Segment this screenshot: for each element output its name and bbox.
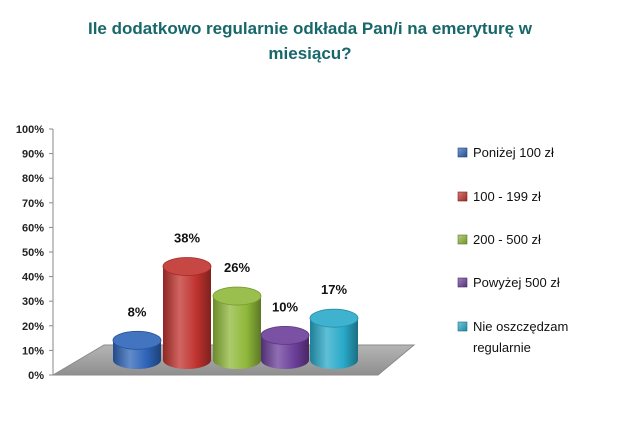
legend-label: 200 - 500 zł [473, 232, 541, 247]
legend-marker [457, 147, 468, 158]
y-tick-label: 60% [22, 222, 44, 234]
y-tick-label: 0% [28, 370, 44, 382]
data-label: 10% [272, 299, 298, 314]
y-tick-label: 30% [22, 296, 44, 308]
bar-top [162, 257, 212, 276]
bar-cylinder [261, 335, 309, 369]
y-tick-label: 40% [22, 272, 44, 284]
y-tick-label: 80% [22, 173, 44, 185]
data-label: 8% [128, 304, 147, 319]
legend-label: Poniżej 100 zł [473, 145, 554, 160]
legend-label: Nie oszczędzam [473, 319, 568, 334]
data-label: 38% [174, 231, 200, 246]
bar-top [212, 286, 262, 306]
y-tick-label: 10% [22, 345, 44, 357]
legend-label: Powyżej 500 zł [473, 275, 560, 290]
bar-top [112, 330, 162, 350]
bar-cylinder [310, 318, 358, 369]
y-tick-label: 70% [22, 198, 44, 210]
y-tick-label: 90% [22, 149, 44, 161]
y-tick-label: 20% [22, 321, 44, 333]
legend-label: regularnie [473, 340, 531, 355]
legend-marker [457, 234, 468, 245]
chart-title: Ile dodatkowo regularnie odkłada Pan/i n… [87, 19, 532, 63]
data-label: 26% [224, 260, 250, 275]
legend-marker [457, 277, 468, 288]
data-label: 17% [321, 282, 347, 297]
bar-cylinder [213, 296, 261, 369]
legend-label: 100 - 199 zł [473, 189, 541, 204]
y-tick-label: 100% [16, 124, 44, 136]
legend-marker [457, 191, 468, 202]
y-tick-label: 50% [22, 247, 44, 259]
legend-marker [457, 321, 468, 332]
bar-top [260, 325, 310, 345]
bar-top [309, 308, 359, 328]
bar-cylinder [163, 266, 211, 369]
